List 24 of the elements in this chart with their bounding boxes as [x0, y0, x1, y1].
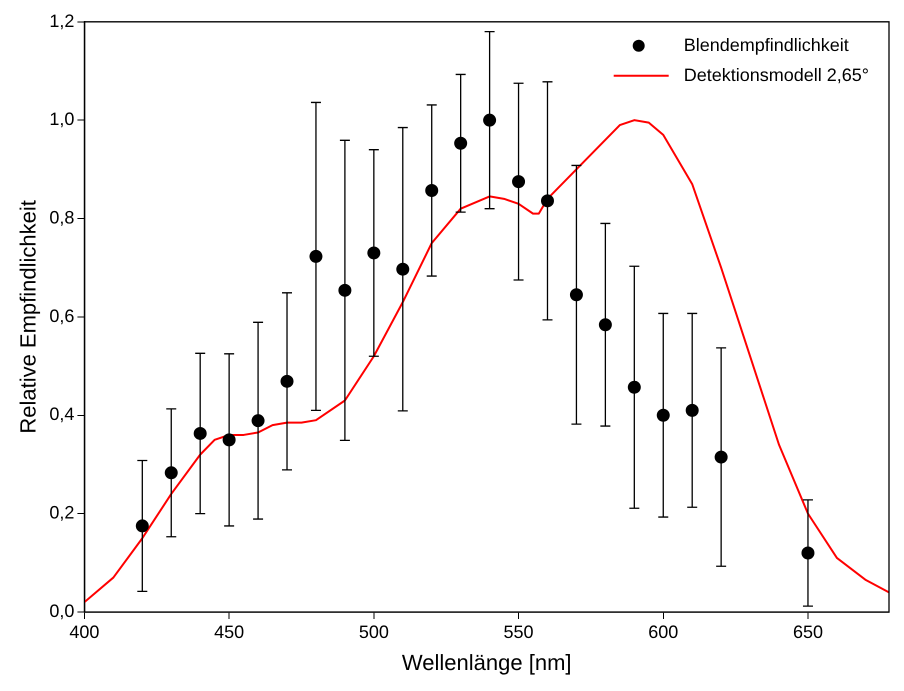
y-tick-label: 1,2	[49, 10, 74, 31]
legend-label: Detektionsmodell 2,65°	[684, 64, 870, 85]
x-tick-label: 500	[358, 622, 389, 642]
y-tick-label: 0,2	[49, 502, 74, 523]
x-tick-label: 550	[504, 622, 534, 642]
x-tick-label: 600	[648, 622, 678, 642]
point	[280, 374, 294, 388]
x-axis-title: Wellenlänge [nm]	[402, 650, 572, 675]
y-axis-title: Relative Empfindlichkeit	[15, 200, 40, 434]
y-tick-label: 0,8	[49, 208, 74, 228]
point	[309, 250, 322, 263]
x-tick-label: 450	[214, 622, 244, 642]
y-tick-label: 0,6	[49, 306, 74, 326]
point	[801, 546, 814, 560]
point	[540, 194, 554, 208]
point	[252, 414, 265, 428]
legend-label: Blendempfindlichkeit	[684, 34, 849, 55]
point	[570, 288, 583, 302]
y-tick-label: 0,0	[49, 600, 74, 621]
x-tick-label: 400	[69, 622, 100, 642]
y-tick-label: 1,0	[49, 109, 74, 130]
point	[512, 175, 526, 188]
x-tick-label: 650	[792, 622, 823, 642]
y-tick-label: 0,4	[49, 404, 74, 424]
